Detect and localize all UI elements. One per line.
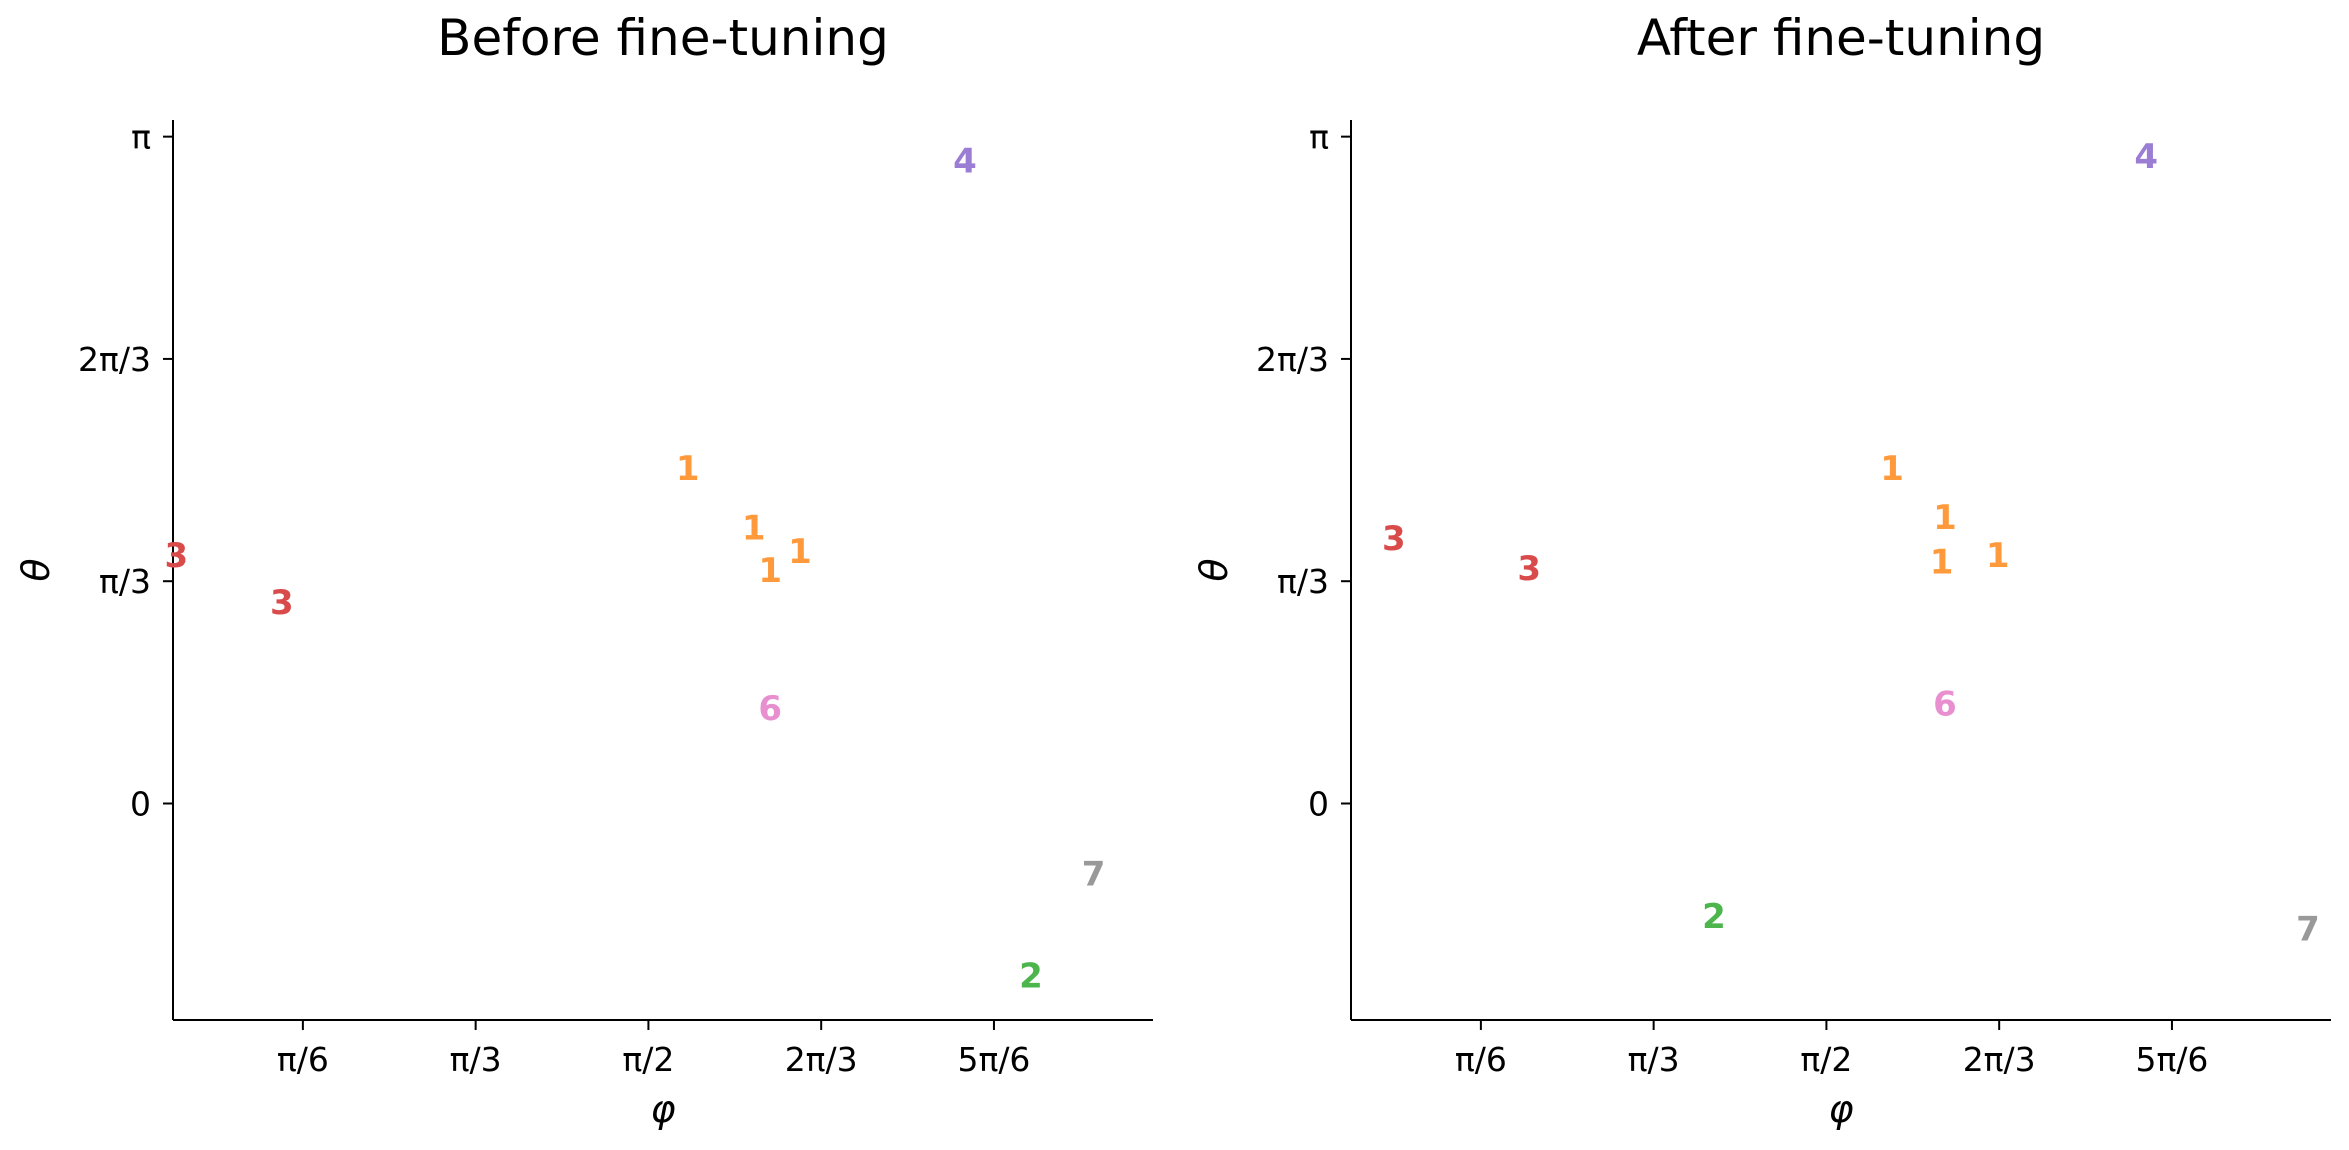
y-tick-label: 2π/3 [1256,340,1329,379]
y-axis-label: θ [1192,558,1236,581]
x-axis-label: φ [1828,1087,1853,1131]
data-point-1: 1 [758,551,782,591]
y-tick-label: π [1309,118,1329,157]
data-point-1: 1 [1933,498,1957,538]
x-tick-label: 2π/3 [785,1040,858,1079]
x-tick-label: 2π/3 [1963,1040,2036,1079]
y-axis-label: θ [14,558,58,581]
y-tick-label: 0 [130,784,151,823]
x-tick-label: π/3 [1628,1040,1680,1079]
chart-title: After fine-tuning [1637,9,2045,67]
x-tick-label: 5π/6 [957,1040,1030,1079]
x-axis-label: φ [650,1087,675,1131]
y-tick-label: π/3 [1277,562,1329,601]
x-tick-label: 5π/6 [2135,1040,2208,1079]
data-point-7: 7 [1082,855,1106,895]
data-point-1: 1 [676,449,700,489]
data-point-2: 2 [1019,956,1043,996]
data-point-7: 7 [2296,910,2320,950]
y-tick-label: 2π/3 [78,340,151,379]
data-point-3: 3 [1382,519,1406,559]
data-point-1: 1 [1930,543,1954,583]
data-point-3: 3 [270,583,294,623]
x-tick-label: π/2 [622,1040,674,1079]
panel-before-fine-tuning: Before fine-tuning π/6 π/3 π/2 2π/3 5π/6 0 π/3 2… [14,9,1153,1131]
y-tick-label: π/3 [99,562,151,601]
x-tick-label: π/6 [277,1040,329,1079]
data-point-4: 4 [953,141,977,181]
y-tick-label: π [131,118,151,157]
data-point-4: 4 [2134,137,2158,177]
data-point-1: 1 [1986,536,2010,576]
data-point-3: 3 [1517,549,1541,589]
data-point-6: 6 [1933,685,1957,725]
data-point-1: 1 [742,509,766,549]
chart-title: Before fine-tuning [437,9,889,67]
data-point-2: 2 [1702,897,1726,937]
data-point-1: 1 [1880,449,1904,489]
data-point-3: 3 [164,536,188,576]
y-tick-label: 0 [1308,784,1329,823]
x-tick-label: π/2 [1800,1040,1852,1079]
x-tick-label: π/3 [450,1040,502,1079]
x-tick-label: π/6 [1455,1040,1507,1079]
data-point-1: 1 [788,532,812,572]
data-point-6: 6 [758,689,782,729]
